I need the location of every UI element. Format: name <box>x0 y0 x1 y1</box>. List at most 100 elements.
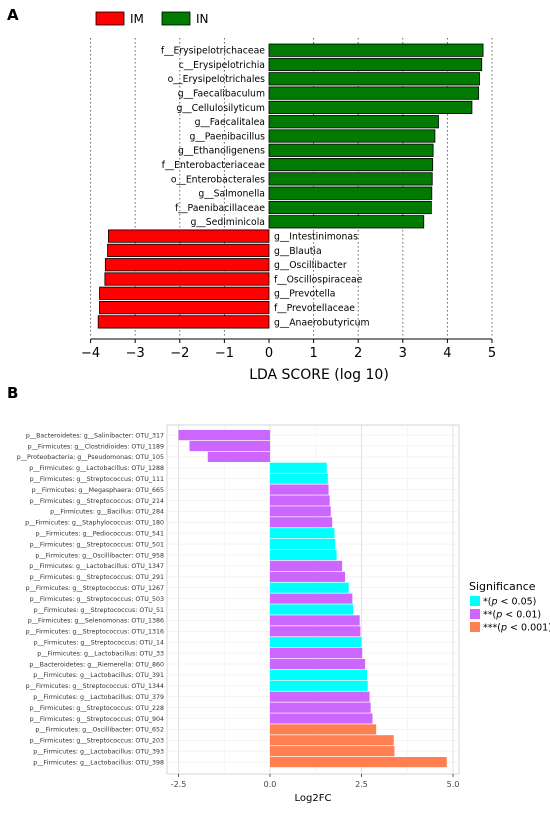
bar-label: p__Firmicutes: g__Lactobacillus: OTU_128… <box>29 465 164 472</box>
tick-label: 5 <box>488 346 496 361</box>
bar <box>270 669 367 680</box>
bar <box>104 258 270 272</box>
bar <box>189 440 270 452</box>
bar-label: p__Bacteroidetes: g__Salinibacter: OTU_3… <box>26 432 164 439</box>
bar <box>270 593 353 604</box>
bar <box>268 215 425 229</box>
bar-label: p__Firmicutes: g__Lactobacillus: OTU_379 <box>33 694 164 701</box>
bar <box>270 549 337 561</box>
bar-label: g__Intestinimonas <box>274 232 358 243</box>
bar <box>99 300 270 315</box>
bar-label: c__Erysipelotrichia <box>179 60 265 71</box>
tick-label: −3 <box>126 346 145 361</box>
bar <box>107 243 270 257</box>
legend-b: Significance *(p < 0.05) **(p < 0.01) ***(p… <box>469 580 550 634</box>
bar-label: p__Firmicutes: g__Lactobacillus: OTU_134… <box>29 563 164 570</box>
bar <box>270 724 377 735</box>
bar-label: g__Cellulosilyticum <box>176 103 265 114</box>
legend-label: ***(p < 0.001) <box>483 623 550 634</box>
tick-label: −1 <box>215 346 234 361</box>
legend-label: **(p < 0.01) <box>483 610 541 621</box>
bar-label: p__Firmicutes: g__Staphylococcus: OTU_18… <box>25 520 164 527</box>
bar-label: p__Firmicutes: g__Pediococcus: OTU_541 <box>36 531 164 538</box>
bars-a <box>97 43 484 329</box>
bar <box>270 582 349 593</box>
bar-label: p__Firmicutes: g__Clostridioides: OTU_11… <box>28 443 164 450</box>
bar <box>270 560 343 571</box>
tick-label: 3 <box>399 346 407 361</box>
legend-swatch <box>470 596 480 606</box>
bar-label: p__Firmicutes: g__Lactobacillus: OTU_33 <box>37 650 164 657</box>
bar-label: p__Proteobacteria: g__Pseudomonas: OTU_1… <box>17 454 164 461</box>
bar-label: g__Salmonella <box>198 189 265 200</box>
bar <box>270 702 371 713</box>
tick-label: 2 <box>354 346 362 361</box>
bar-label: p__Firmicutes: g__Oscillibacter: OTU_958 <box>35 552 164 559</box>
bar <box>270 626 361 637</box>
bar-label: g__Oscillibacter <box>274 260 347 271</box>
x-axis-label-a: LDA SCORE (log 10) <box>249 367 389 382</box>
bar <box>270 615 360 626</box>
bar-label: g__Ethanoligenens <box>178 146 265 157</box>
chart-a-lda: A IM IN f__Erysipelotrichaceae c__Erysipel… <box>7 6 496 382</box>
bar <box>97 315 270 329</box>
bar-label: g__Prevotella <box>274 289 335 300</box>
bar <box>268 72 480 86</box>
tick-label: −4 <box>81 346 100 361</box>
tick-label: 0.0 <box>264 780 277 789</box>
bar <box>270 604 354 615</box>
bar <box>268 57 483 72</box>
bar <box>270 691 370 702</box>
bar-label: p__Firmicutes: g__Oscillibacter: OTU_652 <box>35 727 164 734</box>
bar-label: p__Firmicutes: g__Streptococcus: OTU_111 <box>30 476 164 483</box>
tick-label: 0 <box>265 346 273 361</box>
legend-swatch <box>470 622 480 632</box>
legend-label: IM <box>130 12 144 26</box>
bar <box>270 506 331 517</box>
bar-label: o__Enterobacterales <box>171 174 265 185</box>
bar <box>270 495 330 506</box>
bar <box>178 430 270 441</box>
bar <box>270 637 362 648</box>
legend-label: IN <box>196 12 209 26</box>
bar-label: f__Oscillospiraceae <box>274 274 363 285</box>
bar <box>270 680 368 691</box>
bar <box>270 473 328 484</box>
bar <box>270 658 366 670</box>
bar <box>268 172 433 186</box>
bar-label: p__Firmicutes: g__Streptococcus: OTU_14 <box>34 640 164 647</box>
bar-label: p__Firmicutes: g__Streptococcus: OTU_501 <box>30 541 164 548</box>
bar-labels-b: p__Bacteroidetes: g__Salinibacter: OTU_3… <box>17 432 164 766</box>
bar <box>104 272 270 286</box>
bar-labels-a: f__Erysipelotrichaceae c__Erysipelotrichi… <box>161 46 370 329</box>
bar-label: o__Erysipelotrichales <box>168 74 266 85</box>
tick-label: 1 <box>309 346 317 361</box>
bar-label: p__Firmicutes: g__Streptococcus: OTU_131… <box>26 629 164 636</box>
bar-label: f__Erysipelotrichaceae <box>161 46 265 57</box>
bar <box>268 100 473 114</box>
bar <box>270 528 335 539</box>
bar <box>268 200 432 215</box>
bar-label: p__Firmicutes: g__Megasphaera: OTU_665 <box>32 487 164 494</box>
bar-label: p__Firmicutes: g__Selenomonas: OTU_1386 <box>28 618 164 625</box>
bar-label: g__Anaerobutyricum <box>274 317 370 328</box>
legend-label: *(p < 0.05) <box>483 597 536 608</box>
legend-swatch <box>470 609 480 619</box>
panel-label-b: B <box>7 384 18 402</box>
bar <box>270 735 394 746</box>
bar-label: p__Bacteroidetes: g__Riemerella: OTU_860 <box>29 661 164 668</box>
legend-a: IM IN <box>95 11 209 26</box>
bar-label: g__Sediminicola <box>191 217 266 228</box>
bar-label: f__Paenibacillaceae <box>175 203 265 214</box>
bar <box>270 462 327 473</box>
bar-label: p__Firmicutes: g__Streptococcus: OTU_291 <box>30 574 164 581</box>
bar <box>270 746 395 757</box>
bar-label: f__Prevotellaceae <box>274 303 355 314</box>
bar-label: p__Firmicutes: g__Bacillus: OTU_284 <box>50 509 164 516</box>
chart-b-log2fc: B p__Bacteroidetes: g__Salinibacter: OTU… <box>7 384 550 804</box>
bar <box>268 157 434 172</box>
bar <box>270 571 346 582</box>
tick-label: 2.5 <box>355 780 368 789</box>
bar-label: g__Faecalitalea <box>195 117 265 128</box>
bar-label: p__Firmicutes: g__Streptococcus: OTU_214 <box>30 498 164 505</box>
